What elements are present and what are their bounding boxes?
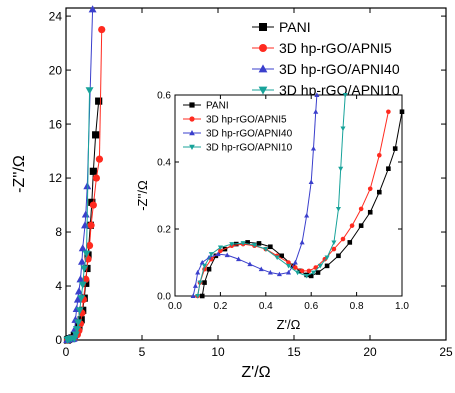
inset-x-tick-label: 1.0 [395, 301, 409, 312]
inset-x-tick-label: 0.4 [259, 301, 273, 312]
main-y-axis-title: -Z''/Ω [11, 155, 28, 193]
inset-data-point [386, 109, 391, 114]
inset-data-point [400, 109, 405, 114]
inset-data-point [307, 269, 312, 274]
main-x-tick-label: 20 [363, 345, 377, 359]
inset-y-tick-label: 0.6 [157, 91, 171, 102]
inset-data-point [377, 153, 382, 158]
inset-data-point [200, 294, 205, 299]
inset-x-tick-label: 0.0 [168, 301, 182, 312]
inset-data-point [350, 223, 355, 228]
main-y-tick-label: 20 [49, 63, 63, 77]
main-data-point [90, 201, 97, 208]
inset-data-point [368, 210, 373, 215]
inset-data-point [393, 146, 398, 151]
inset-data-point [359, 223, 364, 228]
inset-data-point [202, 280, 207, 285]
inset-data-point [336, 254, 341, 259]
inset-x-tick-label: 0.2 [213, 301, 227, 312]
inset-data-point [386, 166, 391, 171]
inset-data-point [341, 237, 346, 242]
inset-x-tick-label: 0.8 [350, 301, 364, 312]
main-x-tick-label: 5 [139, 345, 146, 359]
main-data-point [92, 131, 99, 138]
main-legend-marker [259, 23, 267, 31]
main-data-point [95, 98, 102, 105]
inset-data-point [332, 247, 337, 252]
inset-x-axis-title: Z'/Ω [277, 317, 301, 332]
inset-legend-label: 3D hp-rGO/APNI5 [206, 115, 287, 126]
inset-legend-label: PANI [206, 101, 229, 112]
inset-data-point [325, 264, 330, 269]
main-y-tick-label: 12 [49, 171, 63, 185]
inset-data-point [316, 270, 321, 275]
main-x-tick-label: 25 [439, 345, 453, 359]
main-x-tick-label: 15 [287, 345, 301, 359]
inset-y-tick-label: 0.0 [157, 292, 171, 303]
inset-data-point [300, 269, 305, 274]
main-y-tick-label: 0 [55, 333, 62, 347]
main-y-tick-label: 8 [55, 225, 62, 239]
inset-data-point [257, 241, 262, 246]
inset-y-tick-label: 0.4 [157, 158, 171, 169]
main-legend-marker [259, 44, 267, 52]
main-legend-label: PANI [279, 19, 311, 35]
main-y-tick-label: 4 [55, 279, 62, 293]
main-x-axis-title: Z'/Ω [241, 364, 270, 381]
inset-data-point [368, 187, 373, 192]
inset-data-point [268, 244, 273, 249]
inset-legend-marker [189, 102, 194, 107]
main-data-point [96, 156, 103, 163]
inset-legend-label: 3D hp-rGO/APNI40 [206, 129, 293, 140]
inset-data-point [359, 207, 364, 212]
main-y-tick-label: 24 [49, 9, 63, 23]
inset-y-tick-label: 0.2 [157, 225, 171, 236]
main-data-point [98, 26, 105, 33]
main-legend-label: 3D hp-rGO/APNI40 [279, 61, 400, 77]
main-data-point [93, 174, 100, 181]
inset-legend-label: 3D hp-rGO/APNI10 [206, 143, 293, 154]
inset-data-point [207, 267, 212, 272]
inset-x-tick-label: 0.6 [304, 301, 318, 312]
main-x-tick-label: 0 [63, 345, 70, 359]
main-data-point [90, 168, 97, 175]
inset-y-axis-title: -Z''/Ω [135, 180, 150, 211]
main-legend-label: 3D hp-rGO/APNI5 [279, 40, 392, 56]
inset-legend-marker [189, 116, 194, 121]
main-x-tick-label: 10 [211, 345, 225, 359]
inset-data-point [377, 190, 382, 195]
inset-data-point [347, 240, 352, 245]
main-y-tick-label: 16 [49, 117, 63, 131]
